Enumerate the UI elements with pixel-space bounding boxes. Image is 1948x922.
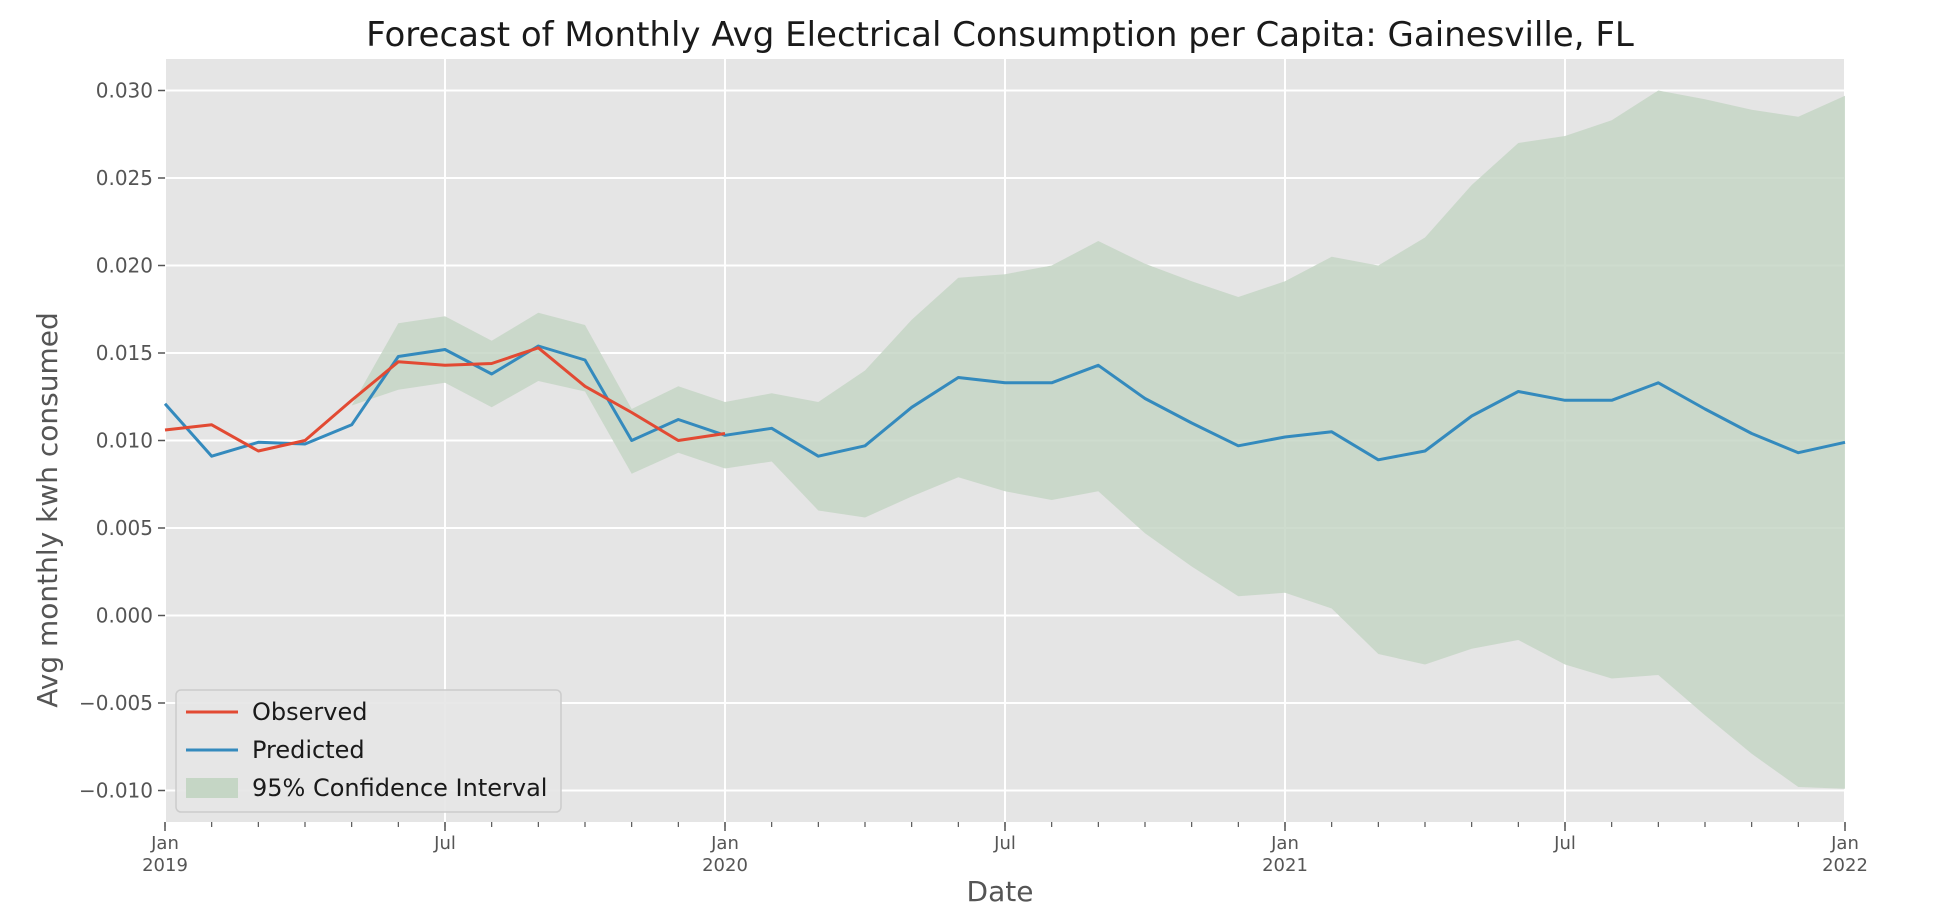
x-tick-month: Jan: [1270, 833, 1299, 854]
y-tick-label: 0.000: [96, 604, 153, 628]
x-tick-year: 2020: [702, 855, 748, 876]
series-lines: [163, 344, 1846, 462]
legend-box: [175, 689, 562, 813]
x-tick-month: Jan: [710, 833, 739, 854]
legend-swatch-confidence-interval: [186, 778, 238, 798]
y-tick-label: −0.010: [79, 779, 153, 803]
legend: Observed Predicted 95% Confidence Interval: [175, 689, 562, 813]
chart-title: Forecast of Monthly Avg Electrical Consu…: [366, 15, 1634, 55]
y-axis-ticks: 0.030 0.025 0.020 0.015 0.010 0.005 0.000 −0.00…: [79, 79, 165, 803]
x-tick-month: Jan: [1830, 833, 1859, 854]
confidence-interval-band: [351, 90, 1846, 789]
y-axis-label: Avg monthly kwh consumed: [31, 312, 64, 708]
y-tick-label: 0.025: [96, 166, 153, 190]
x-tick-month: Jan: [150, 833, 179, 854]
y-tick-label: 0.020: [96, 254, 153, 278]
y-tick-label: 0.030: [96, 79, 153, 103]
x-axis-label: Date: [967, 875, 1034, 908]
x-tick-month: Jul: [433, 833, 456, 854]
series-line-observed: [164, 346, 726, 453]
x-tick-month: Jul: [993, 833, 1016, 854]
legend-label-observed: Observed: [252, 698, 367, 726]
x-tick-year: 2022: [1822, 855, 1868, 876]
y-tick-label: 0.015: [96, 341, 153, 365]
x-tick-year: 2019: [142, 855, 188, 876]
series-line-predicted: [163, 344, 1846, 462]
y-tick-label: 0.005: [96, 516, 153, 540]
legend-label-confidence-interval: 95% Confidence Interval: [252, 774, 547, 802]
x-tick-month: Jul: [1553, 833, 1576, 854]
y-tick-label: 0.010: [96, 429, 153, 453]
x-tick-year: 2021: [1262, 855, 1308, 876]
legend-label-predicted: Predicted: [252, 736, 365, 764]
y-tick-label: −0.005: [79, 691, 153, 715]
confidence-interval-area: [351, 90, 1846, 789]
